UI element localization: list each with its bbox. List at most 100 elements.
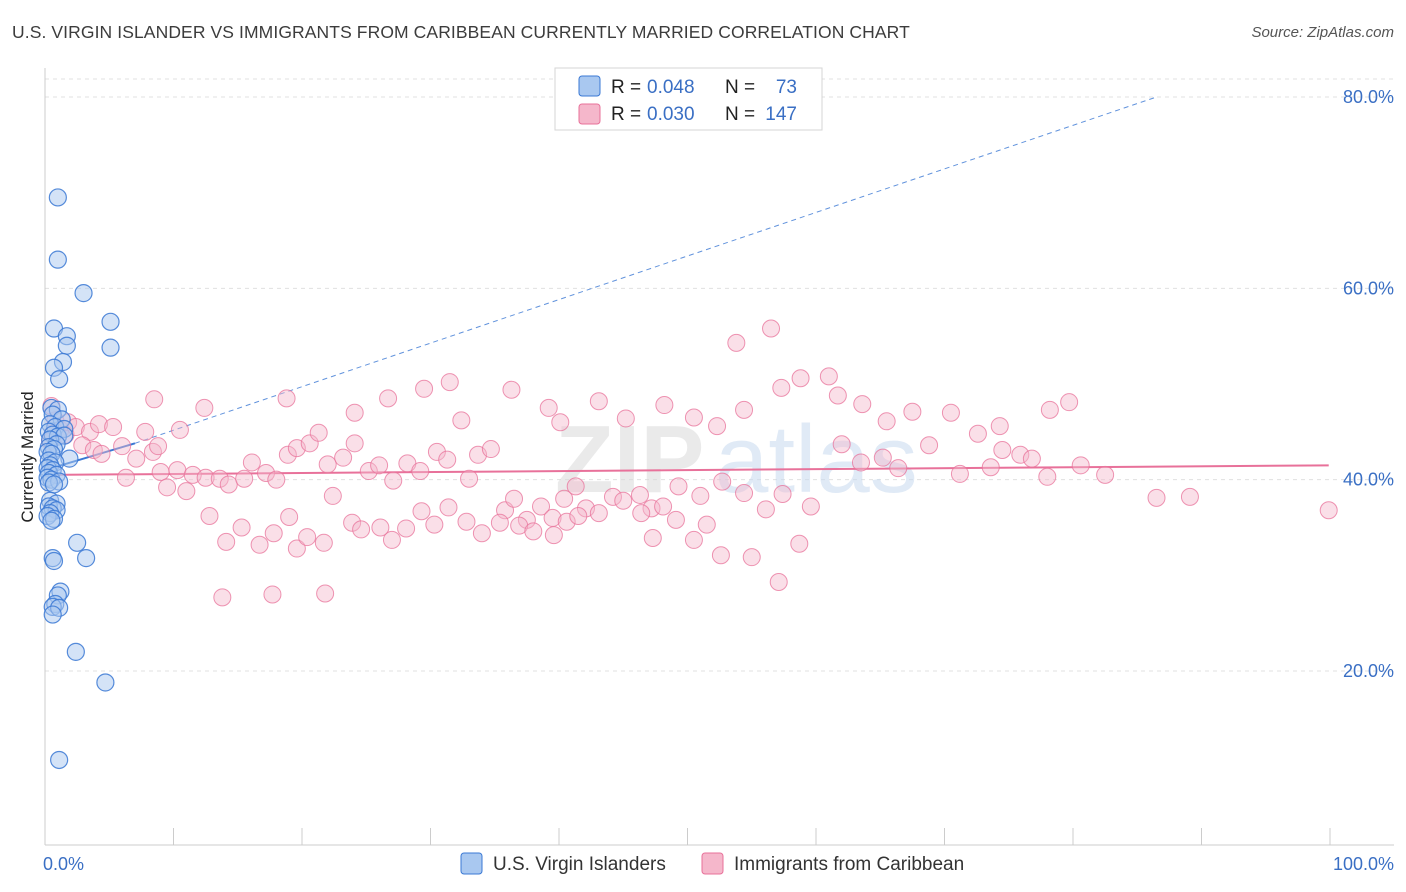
data-point-pink — [735, 484, 754, 503]
data-point-pink — [735, 400, 754, 419]
chart-title: U.S. VIRGIN ISLANDER VS IMMIGRANTS FROM … — [12, 22, 910, 42]
data-point-pink — [195, 398, 214, 417]
data-point-pink — [359, 462, 378, 481]
data-point-blue — [43, 605, 62, 624]
gridlines — [45, 78, 1394, 672]
data-point-pink — [981, 458, 1000, 477]
legend-r-label-1: R = — [611, 77, 641, 98]
data-point-pink — [903, 402, 922, 421]
data-point-pink — [145, 390, 164, 409]
data-point-blue — [74, 284, 93, 303]
trend-line-pink — [51, 464, 1329, 476]
legend-n-value-2: 147 — [765, 104, 797, 125]
series-us-virgin-islanders — [38, 188, 120, 770]
data-point-pink — [314, 533, 333, 552]
data-point-pink — [684, 530, 703, 549]
data-point-pink — [384, 471, 403, 490]
data-point-blue — [48, 250, 67, 269]
data-point-pink — [790, 534, 809, 553]
legend-r-label-2: R = — [611, 104, 641, 125]
data-point-pink — [993, 441, 1012, 460]
legend-swatch-pink — [578, 103, 601, 125]
data-point-pink — [370, 456, 389, 475]
data-point-pink — [411, 462, 430, 481]
data-point-pink — [742, 548, 761, 567]
data-point-blue — [101, 312, 120, 331]
data-point-pink — [505, 489, 524, 508]
data-point-pink — [318, 455, 337, 474]
data-point-pink — [1038, 467, 1057, 486]
data-point-pink — [371, 518, 390, 537]
data-point-pink — [457, 512, 476, 531]
data-point-pink — [217, 532, 236, 551]
data-point-pink — [708, 417, 727, 436]
data-point-pink — [950, 464, 969, 483]
data-point-pink — [791, 369, 810, 388]
data-point-blue — [50, 750, 69, 770]
data-point-pink — [149, 437, 168, 456]
data-point-pink — [438, 450, 457, 469]
data-point-pink — [104, 418, 123, 437]
data-point-pink — [168, 461, 187, 480]
data-point-pink — [287, 539, 306, 558]
data-point-pink — [345, 434, 364, 453]
data-point-pink — [630, 485, 649, 504]
data-point-pink — [801, 497, 820, 516]
data-point-blue — [57, 336, 76, 355]
legend-n-value-1: 73 — [776, 77, 797, 98]
bottom-legend-label-blue: U.S. Virgin Islanders — [493, 854, 666, 875]
data-point-pink — [1319, 501, 1338, 520]
data-point-pink — [177, 482, 196, 501]
data-point-pink — [1147, 488, 1166, 507]
data-point-pink — [589, 392, 608, 411]
legend-r-value-2: 0.030 — [647, 104, 695, 125]
data-point-pink — [1040, 400, 1059, 419]
data-point-pink — [773, 485, 792, 504]
data-point-pink — [1096, 465, 1115, 484]
data-point-pink — [539, 398, 558, 417]
data-point-pink — [334, 448, 353, 467]
data-point-pink — [257, 463, 276, 482]
data-point-pink — [877, 412, 896, 431]
data-point-pink — [643, 529, 662, 548]
data-point-blue — [44, 475, 64, 494]
data-point-pink — [439, 498, 458, 517]
data-point-pink — [642, 499, 661, 518]
data-point-pink — [200, 507, 219, 526]
y-axis-label: Currently Married — [18, 391, 37, 522]
data-point-blue — [68, 533, 87, 552]
data-point-pink — [219, 475, 238, 494]
data-point-pink — [196, 468, 215, 487]
data-point-pink — [557, 512, 576, 531]
data-point-blue — [77, 549, 96, 568]
source-label: Source: ZipAtlas.com — [1251, 24, 1394, 41]
stats-legend: R = 0.048 N = 73 R = 0.030 N = 147 — [554, 67, 823, 131]
data-point-pink — [654, 497, 673, 516]
legend-r-value-1: 0.048 — [647, 77, 695, 98]
data-point-pink — [278, 445, 297, 464]
bottom-legend-swatch-pink — [701, 852, 724, 875]
data-point-pink — [460, 469, 479, 488]
data-point-pink — [323, 486, 342, 505]
data-point-pink — [316, 584, 335, 603]
data-point-pink — [343, 513, 362, 532]
legend-swatch-blue — [578, 75, 601, 97]
data-point-pink — [113, 437, 132, 456]
x-tick-label-max: 100.0% — [1333, 854, 1394, 874]
data-point-pink — [136, 422, 155, 441]
data-point-pink — [92, 444, 111, 463]
watermark-atlas: atlas — [715, 406, 918, 513]
data-point-pink — [309, 423, 328, 442]
data-point-pink — [80, 422, 99, 441]
data-point-pink — [851, 453, 870, 472]
data-point-pink — [502, 380, 521, 399]
data-point-blue — [96, 673, 115, 692]
bottom-legend-label-pink: Immigrants from Caribbean — [734, 854, 964, 875]
data-point-pink — [472, 524, 491, 543]
data-point-pink — [382, 530, 401, 549]
data-point-pink — [345, 403, 364, 422]
data-point-pink — [263, 585, 282, 604]
data-point-pink — [853, 395, 872, 414]
data-point-pink — [762, 319, 781, 338]
series-immigrants-from-caribbean — [41, 319, 1338, 607]
